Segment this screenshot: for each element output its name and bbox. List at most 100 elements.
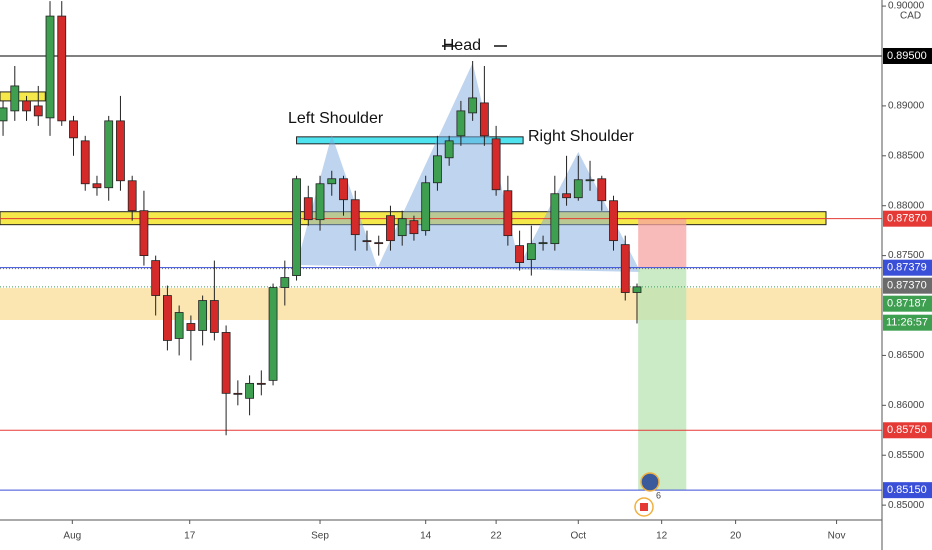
candle-body <box>221 332 231 394</box>
countdown-bg <box>883 314 932 331</box>
candle-body <box>45 15 55 119</box>
x-tick-label: 17 <box>184 531 196 542</box>
y-tick-label: 0.88500 <box>888 150 925 161</box>
countdown: 11:26:57 <box>886 317 928 329</box>
level-label: 0.85150 <box>887 484 927 496</box>
stop-zone <box>638 218 687 268</box>
candle-body <box>573 179 583 199</box>
candle-body <box>550 193 560 245</box>
candle-body <box>186 323 196 331</box>
candle-body <box>609 200 618 242</box>
candle-body <box>374 242 384 245</box>
x-tick-label: Nov <box>828 531 846 542</box>
candle-body <box>538 242 548 245</box>
level-label-bg <box>883 47 932 64</box>
candle-body <box>198 300 208 331</box>
annotation: Left Shoulder <box>288 110 384 127</box>
y-tick-label: 0.85000 <box>888 500 925 511</box>
level-label-bg <box>883 259 932 276</box>
annotation: Right Shoulder <box>528 128 635 145</box>
candle-body <box>163 295 172 341</box>
y-tick-label: 0.88000 <box>888 200 925 211</box>
candle-body <box>339 178 348 201</box>
candle-body <box>10 85 20 112</box>
y-tick-label: 0.85500 <box>888 450 925 461</box>
candle-body <box>104 120 114 189</box>
candle-body <box>33 105 43 117</box>
x-tick-label: Aug <box>63 531 81 542</box>
candle-body <box>0 107 8 122</box>
target-zone <box>638 267 687 491</box>
candle-body <box>69 120 78 139</box>
candle-body <box>456 110 466 137</box>
flag <box>640 503 648 511</box>
candle-body <box>327 178 337 185</box>
candle-body <box>292 178 301 276</box>
candle-body <box>209 300 219 333</box>
level-label-bg <box>883 482 932 499</box>
candle-body <box>174 312 184 339</box>
x-tick-label: Sep <box>311 531 329 542</box>
candle-body <box>585 179 595 182</box>
candle-body <box>526 243 536 261</box>
candle-body <box>620 244 630 293</box>
candle-body <box>503 190 513 237</box>
zone <box>296 136 524 145</box>
x-tick-label: 12 <box>656 531 668 542</box>
level-label: 0.87370 <box>887 280 927 292</box>
y-tick-label: 0.87500 <box>888 250 925 261</box>
candle-body <box>386 215 395 242</box>
candle-body <box>245 382 254 399</box>
candle-body <box>80 140 90 185</box>
candle-body <box>409 220 419 235</box>
y-tick-label: 0.90000 <box>888 1 925 12</box>
candle-body <box>139 210 149 257</box>
candle-body <box>444 140 454 159</box>
candle-body <box>350 199 360 236</box>
candle-body <box>491 138 501 191</box>
candle-body <box>632 286 642 293</box>
annotation: Head <box>443 37 481 54</box>
candle-body <box>151 260 161 296</box>
level-label: 0.89500 <box>887 50 927 62</box>
candle-body <box>397 218 407 237</box>
x-tick-label: 20 <box>730 531 742 542</box>
candle-body <box>256 382 266 385</box>
currency-label: CAD <box>900 11 921 22</box>
x-tick-label: Oct <box>571 531 587 542</box>
level-label: 0.87379 <box>887 262 927 274</box>
candle-body <box>562 193 571 199</box>
level-label-bg <box>883 422 932 439</box>
level-label: 0.87187 <box>887 298 927 310</box>
candle-body <box>433 155 442 184</box>
y-tick-label: 0.86500 <box>888 350 925 361</box>
y-tick-label: 0.89000 <box>888 101 925 112</box>
level-label-bg <box>883 210 932 227</box>
x-tick-label: 22 <box>491 531 503 542</box>
candle-body <box>479 102 489 137</box>
candle-body <box>515 245 524 263</box>
event-count: 6 <box>656 490 661 500</box>
candle-body <box>233 392 243 395</box>
candle-body <box>57 15 67 122</box>
candle-body <box>303 197 313 221</box>
y-tick-label: 0.86000 <box>888 400 925 411</box>
candle-body <box>268 287 278 381</box>
level-label: 0.85750 <box>887 424 927 436</box>
candle-body <box>127 180 137 212</box>
candle-body <box>92 183 102 189</box>
candle-body <box>468 97 478 114</box>
candle-body <box>597 178 607 202</box>
level-label: 0.87870 <box>887 213 927 225</box>
zone <box>0 288 882 320</box>
candle-body <box>315 183 325 221</box>
candle-body <box>116 120 125 182</box>
level-label-bg <box>883 295 932 312</box>
x-tick-label: 14 <box>420 531 432 542</box>
level-label-bg <box>883 277 932 294</box>
candle-body <box>280 277 290 288</box>
event-icon[interactable] <box>640 472 660 492</box>
event-icons[interactable]: 6 <box>634 472 661 517</box>
candle-body <box>362 240 372 243</box>
